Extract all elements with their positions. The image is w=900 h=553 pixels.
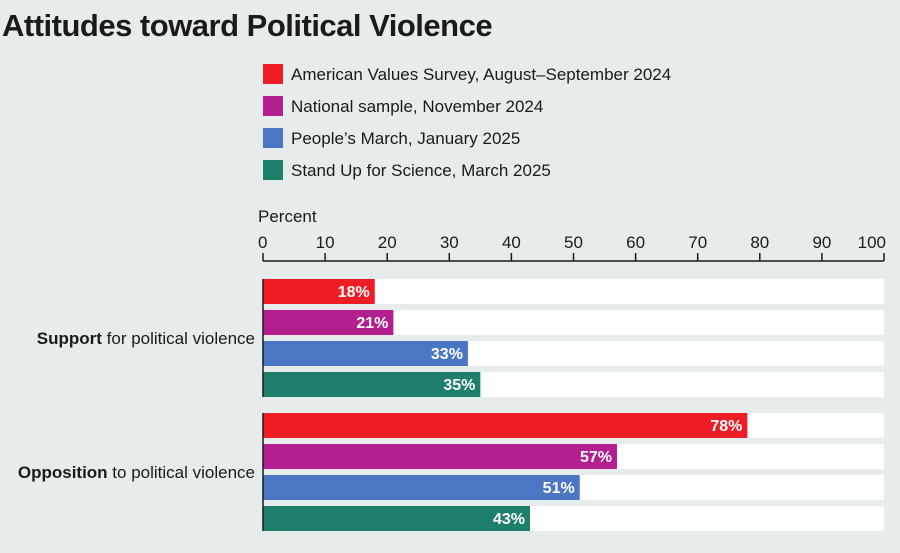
x-tick-label: 10 xyxy=(316,233,335,252)
bar-value-label: 35% xyxy=(443,377,475,394)
category-label-bold: Support xyxy=(37,329,102,348)
bar xyxy=(263,506,531,531)
bar xyxy=(263,341,468,366)
legend-swatch xyxy=(263,128,283,148)
x-tick-label: 0 xyxy=(258,233,267,252)
bar xyxy=(263,310,394,335)
category-labels: Support for political violence Opposition… xyxy=(18,329,255,482)
legend-label: People’s March, January 2025 xyxy=(291,129,520,148)
x-tick-label: 50 xyxy=(564,233,583,252)
x-tick-label: 20 xyxy=(378,233,397,252)
legend-swatch xyxy=(263,64,283,84)
category-label: Opposition to political violence xyxy=(18,463,255,482)
bar xyxy=(263,279,375,304)
x-tick-label: 90 xyxy=(812,233,831,252)
bar-value-label: 21% xyxy=(356,315,388,332)
category-label-rest: to political violence xyxy=(108,463,255,482)
x-tick-label: 80 xyxy=(750,233,769,252)
chart-title: Attitudes toward Political Violence xyxy=(2,8,493,43)
x-axis: 0 10 20 30 40 50 60 70 80 90 100 xyxy=(258,233,886,262)
bar xyxy=(263,475,580,500)
bar-value-label: 78% xyxy=(710,418,742,435)
category-label-rest: for political violence xyxy=(102,329,255,348)
bar xyxy=(263,413,748,438)
plot-area: 18% 21% 33% 35% 78% 57% 51% 43% xyxy=(262,279,884,531)
legend: American Values Survey, August–September… xyxy=(263,64,671,180)
legend-label: American Values Survey, August–September… xyxy=(291,65,671,84)
bar-value-label: 57% xyxy=(580,449,612,466)
category-label-bold: Opposition xyxy=(18,463,108,482)
bar-value-label: 18% xyxy=(338,284,370,301)
x-axis-label: Percent xyxy=(258,207,317,226)
legend-swatch xyxy=(263,96,283,116)
x-tick-label: 40 xyxy=(502,233,521,252)
bar xyxy=(263,372,481,397)
legend-label: National sample, November 2024 xyxy=(291,97,543,116)
bar xyxy=(263,444,617,469)
legend-label: Stand Up for Science, March 2025 xyxy=(291,161,551,180)
x-tick-label: 30 xyxy=(440,233,459,252)
category-label: Support for political violence xyxy=(37,329,255,348)
bar-value-label: 43% xyxy=(493,511,525,528)
x-tick-label: 100 xyxy=(858,233,886,252)
x-tick-label: 60 xyxy=(626,233,645,252)
x-tick-label: 70 xyxy=(688,233,707,252)
bar-value-label: 33% xyxy=(431,346,463,363)
bar-value-label: 51% xyxy=(543,480,575,497)
legend-swatch xyxy=(263,160,283,180)
